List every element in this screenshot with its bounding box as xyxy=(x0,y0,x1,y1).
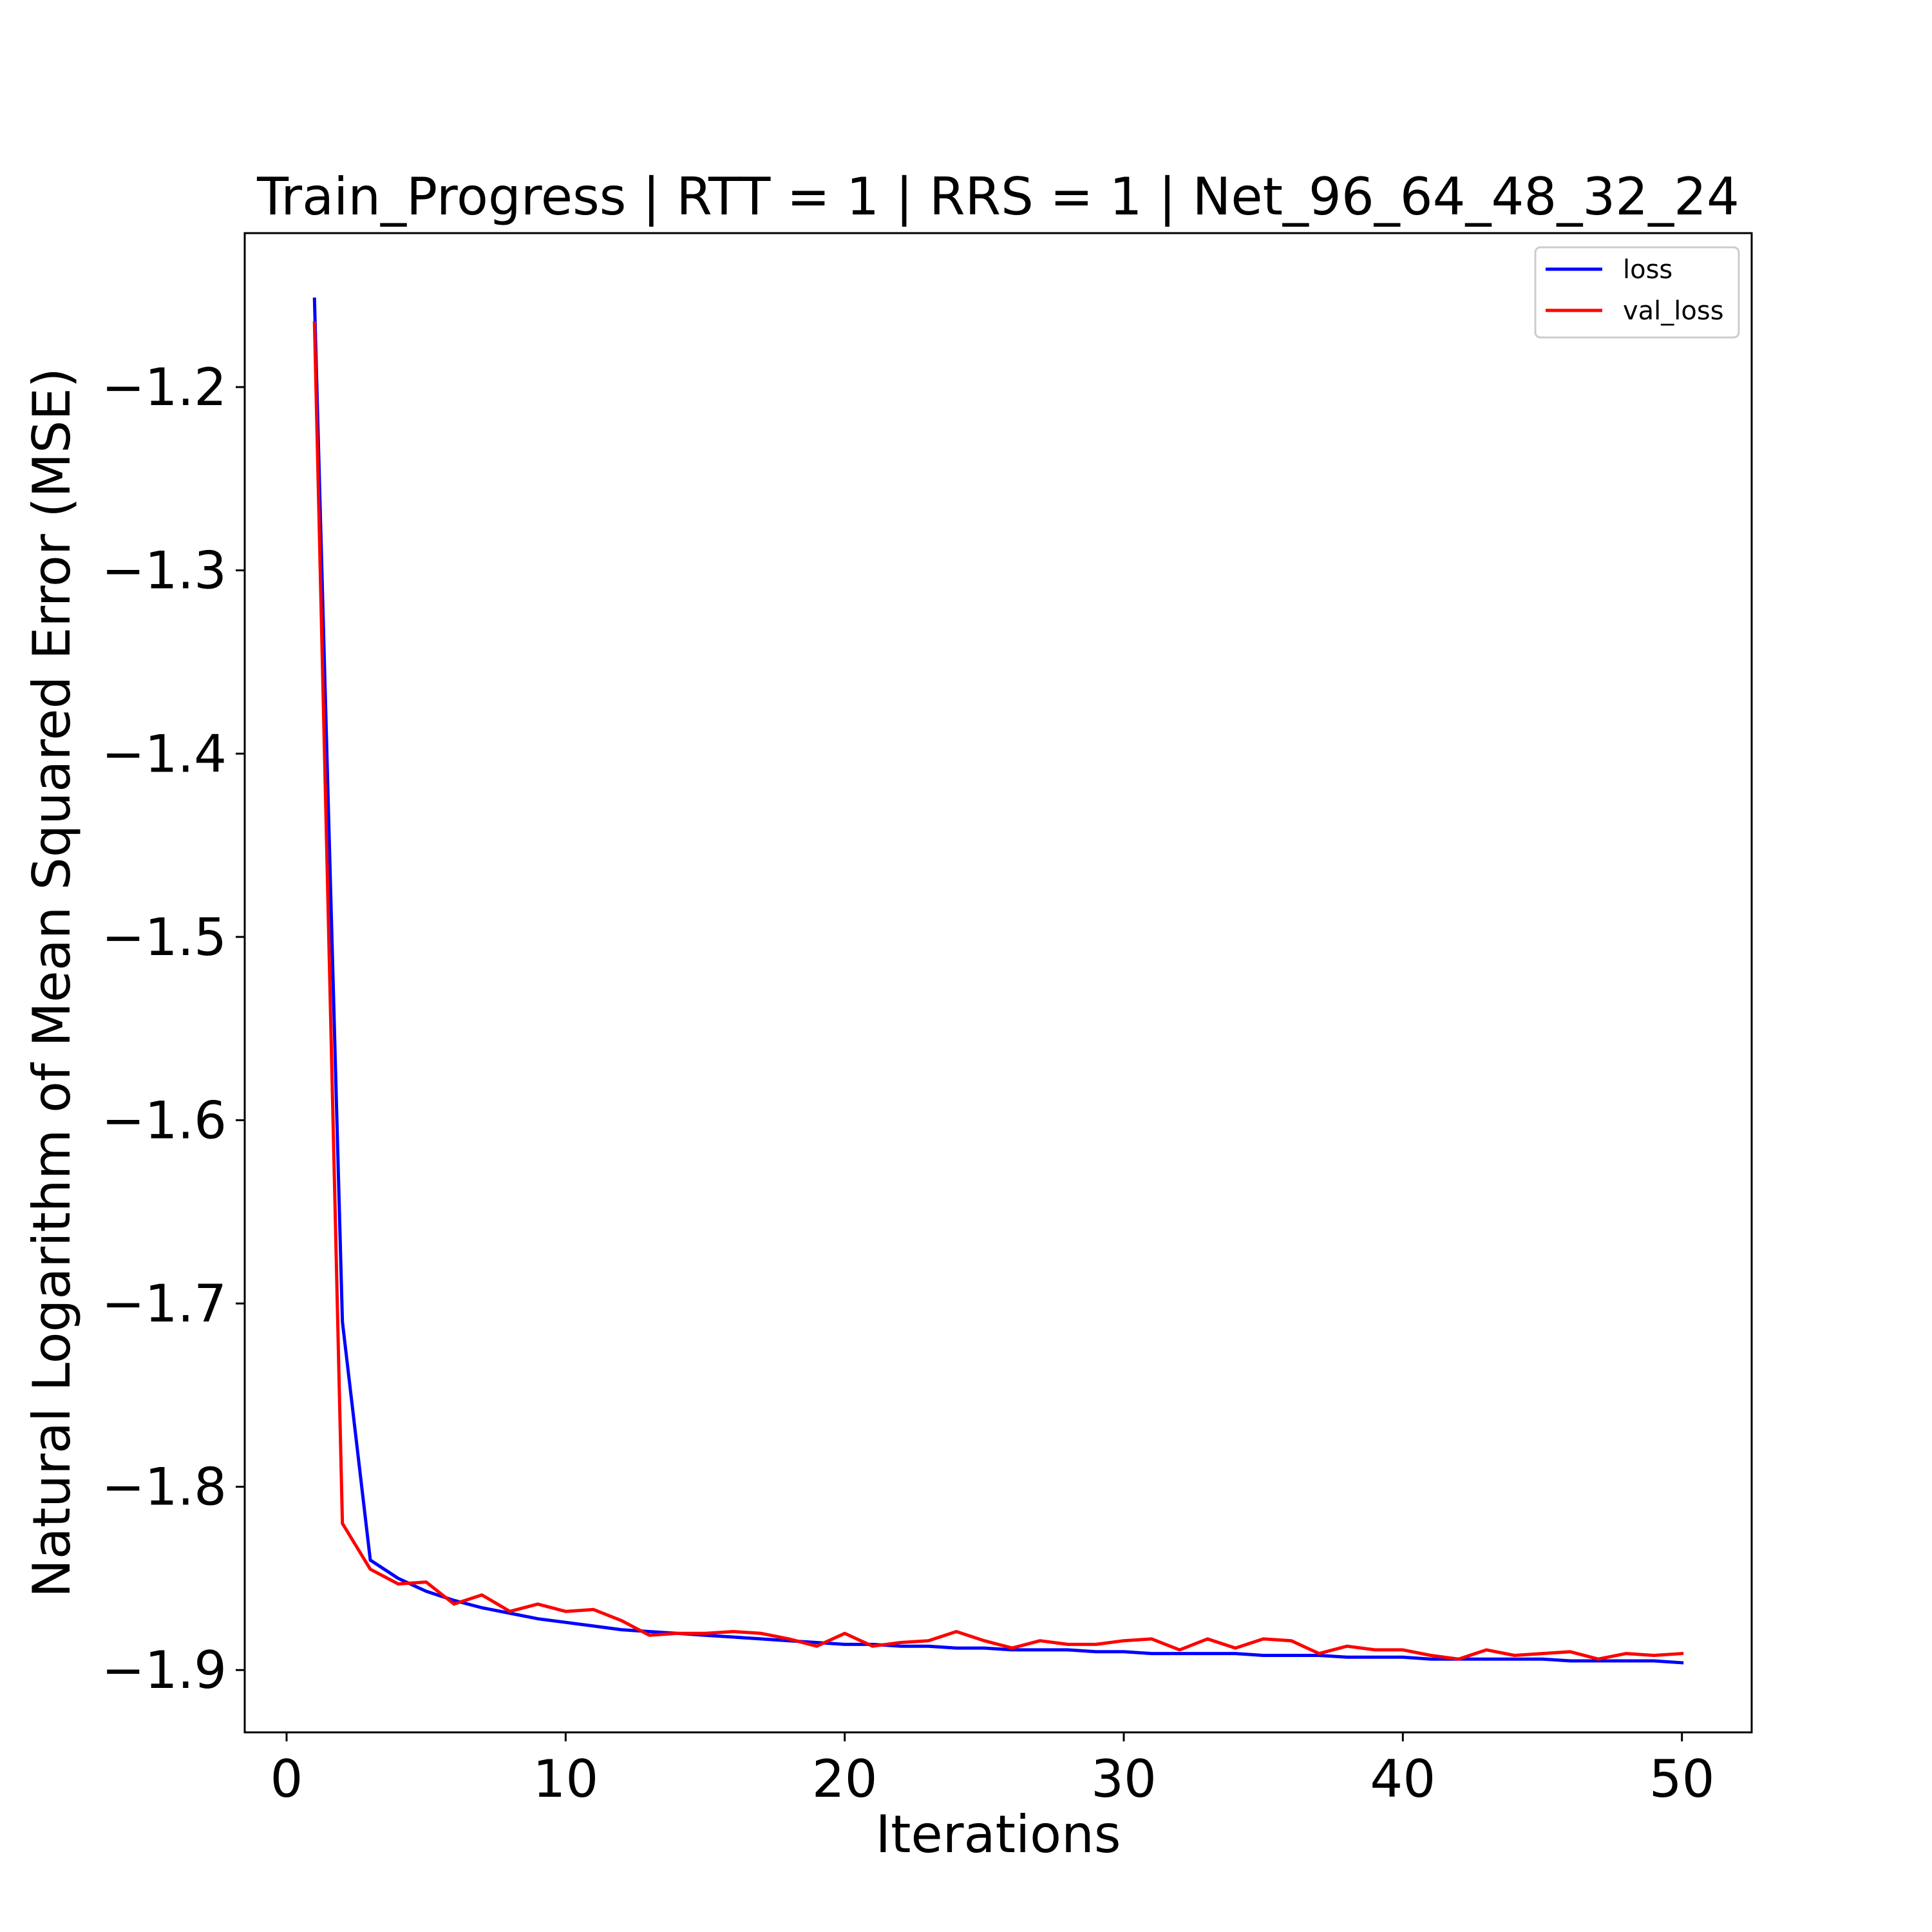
y-tick-label: −1.7 xyxy=(102,1274,227,1334)
y-tick-label: −1.4 xyxy=(102,724,227,784)
series-layer xyxy=(312,297,1684,1665)
chart-title: Train_Progress | RTT = 1 | RRS = 1 | Net… xyxy=(256,167,1739,227)
y-tick-label: −1.9 xyxy=(102,1640,227,1700)
y-tick-label: −1.6 xyxy=(102,1090,227,1150)
legend-label-val-loss: val_loss xyxy=(1623,296,1724,326)
x-tick-label: 20 xyxy=(812,1749,878,1809)
y-tick-label: −1.2 xyxy=(102,357,227,417)
legend-label-loss: loss xyxy=(1623,255,1672,285)
y-axis: −1.2 −1.3 −1.4 −1.5 −1.6 −1.7 −1.8 −1.9 xyxy=(102,357,245,1700)
x-tick-label: 0 xyxy=(270,1749,303,1809)
x-axis-label: Iterations xyxy=(875,1804,1121,1864)
y-tick-label: −1.8 xyxy=(102,1457,227,1517)
y-axis-label: Natural Logarithm of Mean Squared Error … xyxy=(22,368,82,1598)
x-axis: 0 10 20 30 40 50 xyxy=(270,1732,1715,1809)
plot-area xyxy=(245,233,1752,1732)
series-line-val-loss xyxy=(312,321,1684,1661)
x-tick-label: 40 xyxy=(1370,1749,1435,1809)
plot-frame xyxy=(243,232,1753,1734)
y-tick-label: −1.3 xyxy=(102,541,227,601)
x-tick-label: 10 xyxy=(533,1749,598,1809)
x-tick-label: 30 xyxy=(1091,1749,1157,1809)
x-tick-label: 50 xyxy=(1649,1749,1715,1809)
y-tick-label: −1.5 xyxy=(102,907,227,967)
legend: loss val_loss xyxy=(1534,246,1740,339)
